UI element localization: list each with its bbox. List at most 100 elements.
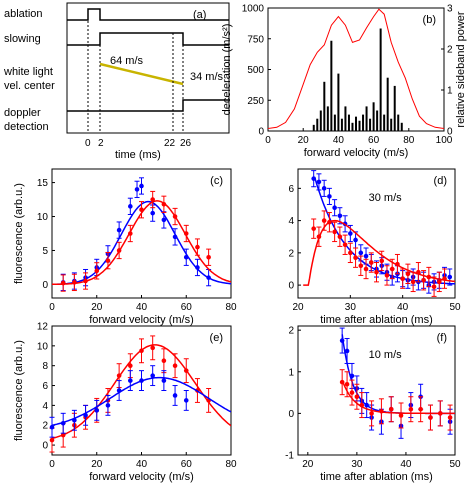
point-f-1-9 [408, 406, 414, 412]
ytick-label-f-1: 0 [288, 409, 294, 420]
ytick-label-e-3: 6 [42, 381, 48, 392]
point-e-0-6 [116, 373, 122, 378]
panel-f: 20 30 40 50 -1 0 1 2 time after ablation (ms) (f)… [285, 325, 461, 483]
point-c-1-1 [72, 280, 77, 285]
xtick-label-e-1: 20 [91, 459, 103, 470]
panel-tag-e: (e) [210, 332, 223, 344]
panel-a-tag: (a) [193, 9, 206, 21]
ytick-label-b-1: 250 [247, 96, 264, 107]
xtick-a-26: 26 [180, 138, 192, 149]
point-e-1-0 [49, 424, 55, 430]
xtick-label-d-2: 40 [397, 302, 409, 313]
xtick-label-e-4: 80 [225, 459, 237, 470]
xtick-label-d-0: 20 [292, 302, 304, 313]
point-c-1-3 [94, 268, 100, 274]
ytick-label-e-1: 2 [42, 421, 48, 432]
xtick-label-e-0: 0 [49, 459, 55, 470]
point-f-1-2 [349, 390, 355, 395]
axes-frame-d [297, 168, 456, 299]
point-d-0-3 [327, 194, 332, 199]
ytick-label-b-0: 0 [258, 127, 264, 138]
xtick-label-b-3: 60 [368, 135, 380, 146]
xtick-label-d-3: 50 [449, 302, 461, 313]
point-c-0-9 [150, 210, 155, 216]
point-d-1-23 [431, 284, 437, 290]
y2tick-label-2: 2 [447, 45, 453, 56]
ytick-label-c-1: 5 [42, 246, 48, 257]
point-c-1-0 [60, 280, 66, 286]
trace-white-light [99, 62, 184, 86]
row-label-ablation: ablation [4, 8, 43, 20]
point-e-1-6 [116, 388, 122, 393]
point-d-1-2 [321, 218, 327, 223]
row-label-doppler: doppler [4, 107, 41, 119]
point-d-1-0 [311, 226, 317, 231]
panel-c: 0 20 40 60 80 0 5 10 15 forward velocity (m/s) flu… [13, 168, 237, 326]
point-d-1-12 [374, 269, 379, 275]
panel-a-frame [66, 2, 230, 134]
point-d-0-1 [316, 179, 322, 185]
ytick-label-d-1: 2 [288, 248, 294, 259]
fit-curve-d-0 [313, 176, 455, 285]
xtick-label-b-4: 80 [403, 135, 415, 146]
annotation-d: 30 m/s [369, 192, 403, 204]
ytick-label-e-2: 4 [42, 401, 48, 412]
point-c-0-8 [139, 183, 144, 189]
ylabel-b: deceleration (m/s²) [221, 24, 233, 116]
point-d-1-5 [337, 234, 343, 240]
xtick-label-e-3: 60 [181, 459, 193, 470]
point-c-0-12 [183, 254, 189, 260]
ytick-label-e-0: 0 [42, 441, 48, 452]
point-d-0-2 [321, 186, 327, 191]
xlabel-b: forward velocity (m/s) [304, 147, 409, 159]
point-c-1-6 [128, 231, 133, 236]
point-f-1-12 [437, 411, 443, 416]
point-c-1-11 [183, 231, 189, 236]
xtick-label-f-3: 50 [449, 459, 461, 470]
xtick-label-b-0: 0 [265, 135, 271, 146]
point-e-1-12 [183, 398, 189, 403]
point-d-1-19 [410, 279, 416, 285]
point-c-0-13 [195, 265, 200, 270]
ytick-label-b-3: 750 [247, 34, 264, 45]
ytick-label-f-2: 1 [288, 367, 294, 378]
point-e-0-12 [183, 368, 189, 373]
point-c-0-5 [116, 227, 122, 233]
point-e-0-8 [139, 348, 144, 354]
point-f-1-11 [428, 415, 433, 420]
panel-d: 20 30 40 50 0 2 4 6 time after ablation (ms) (d) 3… [288, 168, 461, 326]
trace-doppler [67, 99, 229, 112]
point-c-1-7 [139, 207, 144, 213]
point-d-1-7 [348, 250, 353, 256]
point-e-1-4 [94, 408, 100, 413]
point-e-1-2 [72, 417, 77, 423]
trace-slowing [67, 32, 229, 46]
ytick-label-f-3: 2 [288, 326, 294, 337]
point-c-0-7 [134, 187, 140, 192]
xtick-label-c-0: 0 [49, 302, 55, 313]
point-c-1-10 [172, 214, 178, 219]
xtick-label-b-1: 20 [298, 135, 310, 146]
point-e-1-10 [161, 378, 167, 383]
point-d-1-11 [368, 260, 374, 265]
point-d-1-16 [395, 261, 400, 267]
point-d-1-6 [342, 242, 348, 248]
point-c-0-6 [128, 204, 133, 209]
xlabel-e: forward velocity (m/s) [89, 471, 194, 483]
point-d-0-26 [447, 274, 453, 280]
point-d-1-24 [437, 279, 442, 285]
panel-tag-f: (f) [437, 332, 447, 344]
point-f-1-7 [388, 406, 394, 412]
point-c-1-8 [150, 197, 155, 202]
ytick-label-e-5: 10 [37, 341, 49, 352]
point-c-1-12 [195, 244, 200, 250]
axes-frame-f [297, 325, 456, 456]
ytick-label-c-0: 0 [42, 280, 48, 291]
row-label-vel-center: vel. center [4, 80, 55, 92]
xtick-a-22: 22 [164, 138, 176, 149]
point-e-1-7 [128, 378, 133, 383]
point-d-1-9 [358, 263, 364, 269]
y2tick-label-3: 3 [447, 4, 453, 15]
